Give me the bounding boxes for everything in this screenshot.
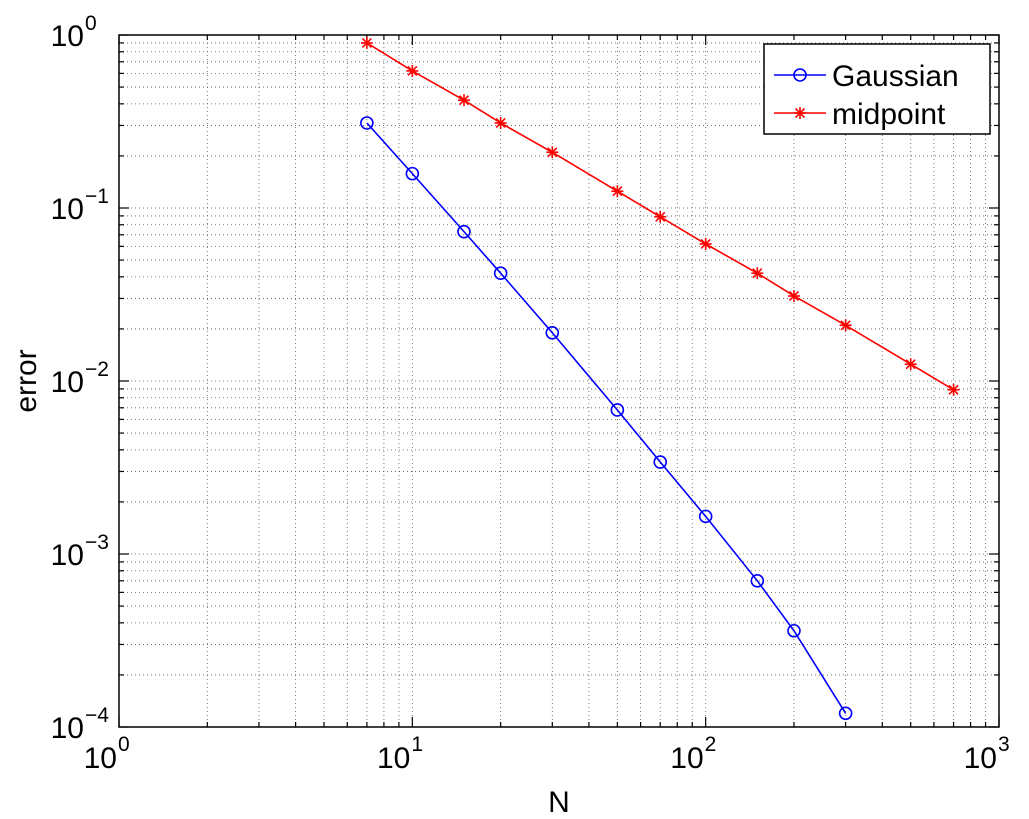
y-tick-base: 10	[51, 539, 84, 572]
data-point-gaussian	[405, 166, 420, 181]
y-tick-label: 10 0	[51, 12, 97, 53]
x-tick-label: 10 0	[84, 733, 130, 775]
y-axis-label: error	[10, 349, 43, 412]
data-point-gaussian	[653, 455, 668, 469]
data-point-midpoint	[546, 146, 559, 159]
y-tick-base: 10	[51, 366, 84, 399]
x-tick-label: 10 3	[964, 733, 1010, 775]
data-point-gaussian	[698, 509, 713, 524]
y-tick-base: 10	[51, 712, 84, 745]
marker-stroke	[752, 268, 763, 279]
legend-entry-midpoint: midpoint	[774, 98, 946, 131]
data-point-midpoint	[947, 383, 960, 396]
x-axis-label: N	[548, 786, 570, 819]
x-tick-label: 10 1	[377, 733, 423, 775]
x-tick-exponent: 2	[705, 733, 717, 756]
marker-stroke	[407, 65, 418, 76]
y-tick-exponent: −1	[85, 185, 109, 208]
marker-stroke	[547, 147, 558, 158]
x-tick-exponent: 1	[411, 733, 423, 756]
y-tick-label: 10 −1	[51, 185, 109, 226]
marker-stroke	[948, 384, 959, 395]
x-tick-base: 10	[964, 742, 997, 775]
x-tick-label: 10 2	[670, 733, 716, 775]
data-point-midpoint	[406, 64, 419, 77]
data-point-midpoint	[787, 289, 800, 302]
data-point-gaussian	[360, 116, 374, 130]
marker-stroke	[788, 290, 800, 302]
data-point-midpoint	[654, 210, 667, 223]
series-layer	[360, 36, 960, 721]
data-point-gaussian	[750, 573, 765, 588]
marker-stroke	[700, 238, 711, 249]
series-midpoint	[360, 36, 960, 396]
y-tick-label: 10 −4	[51, 704, 110, 745]
x-tick-base: 10	[670, 742, 703, 775]
series-gaussian	[360, 116, 853, 721]
x-tick-base: 10	[84, 742, 117, 775]
y-tick-exponent: 0	[85, 12, 97, 35]
legend-marker-gaussian	[793, 68, 807, 82]
legend-label-midpoint: midpoint	[832, 98, 946, 131]
marker-stroke	[905, 359, 916, 370]
grid	[119, 35, 999, 727]
marker-stroke	[840, 320, 851, 331]
legend-box	[763, 43, 991, 135]
x-tick-exponent: 0	[118, 733, 130, 756]
x-tick-exponent: 3	[998, 733, 1010, 756]
data-point-gaussian	[787, 623, 801, 638]
y-tick-base: 10	[51, 193, 84, 226]
data-point-midpoint	[457, 94, 470, 107]
data-point-gaussian	[610, 403, 625, 417]
y-tick-exponent: −4	[85, 704, 109, 727]
data-point-midpoint	[494, 116, 507, 129]
data-point-gaussian	[457, 224, 471, 239]
legend-label-gaussian: Gaussian	[832, 60, 959, 93]
legend-entry-gaussian: Gaussian	[774, 60, 959, 93]
marker-stroke	[458, 95, 470, 106]
series-line-gaussian	[366, 122, 847, 714]
y-tick-label: 10 −3	[51, 531, 109, 572]
y-tick-label: 10 −2	[51, 358, 109, 399]
marker-stroke	[495, 117, 506, 129]
marker-stroke	[655, 211, 666, 222]
data-point-midpoint	[611, 185, 624, 198]
legend-marker-midpoint	[794, 107, 806, 119]
y-tick-exponent: −2	[85, 358, 109, 381]
y-tick-exponent: −3	[85, 531, 109, 554]
data-point-gaussian	[545, 325, 560, 340]
y-tick-base: 10	[51, 20, 84, 53]
data-point-midpoint	[904, 358, 917, 371]
data-point-midpoint	[751, 267, 764, 280]
axes: 10 0 10 1 10 2 10 310 010 −110 −210 −310 −4	[51, 12, 1010, 775]
legend: Gaussian midpoint	[763, 43, 991, 135]
data-point-gaussian	[838, 706, 853, 721]
data-point-midpoint	[360, 36, 373, 49]
data-point-midpoint	[839, 319, 852, 332]
marker-stroke	[612, 186, 623, 197]
marker-stroke	[361, 37, 372, 48]
data-point-midpoint	[699, 237, 712, 250]
x-tick-base: 10	[377, 742, 410, 775]
data-point-gaussian	[493, 266, 508, 280]
